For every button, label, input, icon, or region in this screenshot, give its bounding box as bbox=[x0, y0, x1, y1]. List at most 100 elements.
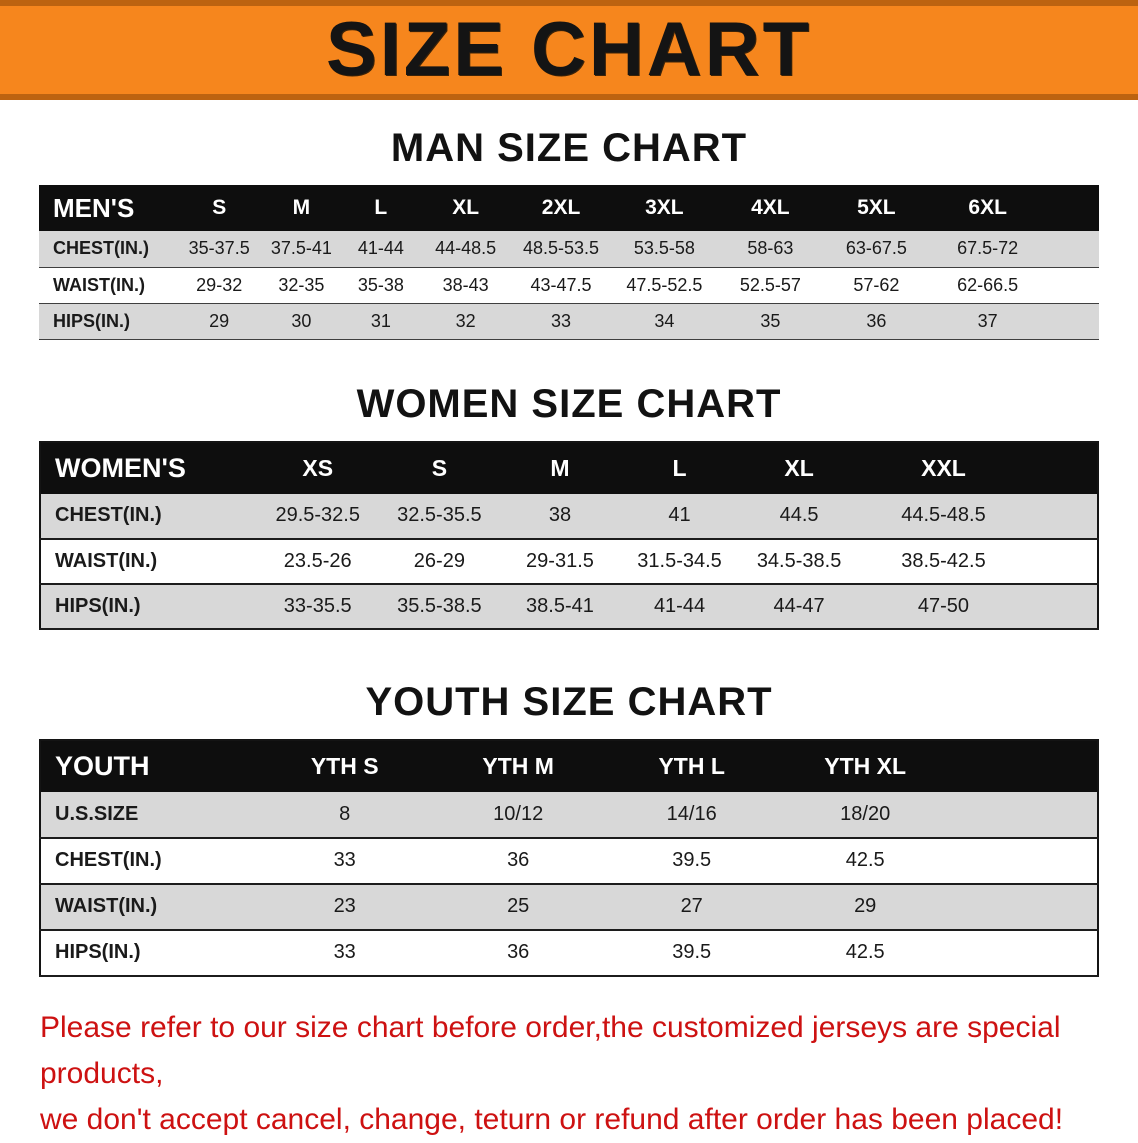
women-header-cell: WOMEN'S bbox=[40, 441, 257, 494]
size-cell: 34 bbox=[611, 303, 718, 340]
row-label: HIPS(IN.) bbox=[40, 929, 258, 977]
filler-cell bbox=[1028, 538, 1098, 585]
row-label: CHEST(IN.) bbox=[39, 231, 177, 268]
size-cell: 48.5-53.5 bbox=[510, 231, 612, 268]
size-cell: 10/12 bbox=[431, 791, 605, 839]
size-cell: 35-38 bbox=[341, 267, 421, 304]
size-cell: 33-35.5 bbox=[256, 583, 379, 630]
banner: SIZE CHART bbox=[0, 0, 1138, 100]
size-cell: 44.5 bbox=[739, 493, 859, 540]
filler-cell bbox=[1045, 231, 1099, 268]
men-section: MAN SIZE CHART MEN'S S M L XL 2XL 3XL 4X… bbox=[0, 126, 1138, 340]
men-header-cell: L bbox=[341, 185, 421, 231]
size-cell: 38-43 bbox=[420, 267, 511, 304]
women-header-cell: L bbox=[619, 441, 740, 494]
size-cell: 25 bbox=[431, 883, 605, 931]
row-label: WAIST(IN.) bbox=[39, 267, 177, 304]
size-cell: 29 bbox=[778, 883, 952, 931]
size-cell: 14/16 bbox=[604, 791, 779, 839]
size-cell: 44.5-48.5 bbox=[858, 493, 1029, 540]
size-cell: 29-31.5 bbox=[500, 538, 620, 585]
size-cell: 36 bbox=[431, 837, 605, 885]
filler-cell bbox=[1045, 185, 1099, 231]
size-cell: 41-44 bbox=[341, 231, 421, 268]
size-cell: 35-37.5 bbox=[176, 231, 262, 268]
size-cell: 37 bbox=[929, 303, 1046, 340]
size-cell: 23.5-26 bbox=[256, 538, 379, 585]
size-cell: 42.5 bbox=[778, 837, 952, 885]
youth-header-cell: YTH L bbox=[604, 739, 779, 792]
order-notice-line: Please refer to our size chart before or… bbox=[40, 1010, 1061, 1090]
women-header-cell: XS bbox=[256, 441, 379, 494]
youth-header-cell: YTH S bbox=[257, 739, 432, 792]
size-cell: 33 bbox=[510, 303, 612, 340]
filler-cell bbox=[951, 791, 1098, 839]
women-heading: WOMEN SIZE CHART bbox=[356, 381, 782, 426]
size-cell: 34.5-38.5 bbox=[739, 538, 859, 585]
page-title: SIZE CHART bbox=[326, 7, 812, 92]
youth-header-cell: YOUTH bbox=[40, 739, 258, 792]
order-notice-line: we don't accept cancel, change, teturn o… bbox=[40, 1102, 1064, 1136]
men-header-cell: MEN'S bbox=[39, 185, 177, 231]
table-row: CHEST(IN.) 29.5-32.5 32.5-35.5 38 41 44.… bbox=[40, 493, 1098, 540]
size-cell: 43-47.5 bbox=[510, 267, 612, 304]
size-cell: 37.5-41 bbox=[261, 231, 342, 268]
size-cell: 38.5-42.5 bbox=[858, 538, 1029, 585]
size-cell: 39.5 bbox=[604, 929, 779, 977]
filler-cell bbox=[1045, 303, 1099, 340]
filler-cell bbox=[1028, 441, 1098, 494]
men-header-cell: 2XL bbox=[510, 185, 612, 231]
women-size-table: WOMEN'S XS S M L XL XXL CHEST(IN.) 29.5-… bbox=[39, 440, 1099, 630]
table-header-row: YOUTH YTH S YTH M YTH L YTH XL bbox=[40, 739, 1098, 792]
size-cell: 47.5-52.5 bbox=[611, 267, 718, 304]
row-label: HIPS(IN.) bbox=[39, 303, 177, 340]
size-cell: 63-67.5 bbox=[823, 231, 930, 268]
men-header-cell: XL bbox=[420, 185, 511, 231]
size-cell: 38.5-41 bbox=[500, 583, 620, 630]
youth-size-table: YOUTH YTH S YTH M YTH L YTH XL U.S.SIZE … bbox=[39, 738, 1099, 977]
size-cell: 58-63 bbox=[717, 231, 824, 268]
filler-cell bbox=[951, 739, 1098, 792]
men-header-cell: 3XL bbox=[611, 185, 718, 231]
size-cell: 41-44 bbox=[619, 583, 740, 630]
size-cell: 39.5 bbox=[604, 837, 779, 885]
size-cell: 33 bbox=[257, 929, 432, 977]
youth-heading: YOUTH SIZE CHART bbox=[365, 679, 773, 724]
row-label: HIPS(IN.) bbox=[40, 583, 257, 630]
table-row: WAIST(IN.) 23.5-26 26-29 29-31.5 31.5-34… bbox=[40, 538, 1098, 585]
size-cell: 57-62 bbox=[823, 267, 930, 304]
size-cell: 67.5-72 bbox=[929, 231, 1046, 268]
size-cell: 18/20 bbox=[778, 791, 952, 839]
size-cell: 26-29 bbox=[378, 538, 501, 585]
row-label: U.S.SIZE bbox=[40, 791, 258, 839]
size-cell: 32 bbox=[420, 303, 511, 340]
filler-cell bbox=[1028, 493, 1098, 540]
men-header-cell: 5XL bbox=[823, 185, 930, 231]
women-header-cell: XXL bbox=[858, 441, 1029, 494]
women-section: WOMEN SIZE CHART WOMEN'S XS S M L XL XXL bbox=[0, 382, 1138, 630]
filler-cell bbox=[951, 929, 1098, 977]
table-row: HIPS(IN.) 33-35.5 35.5-38.5 38.5-41 41-4… bbox=[40, 583, 1098, 630]
table-header-row: MEN'S S M L XL 2XL 3XL 4XL 5XL 6XL bbox=[39, 185, 1099, 231]
table-row: WAIST(IN.) 23 25 27 29 bbox=[40, 883, 1098, 931]
youth-header-cell: YTH M bbox=[431, 739, 605, 792]
row-label: CHEST(IN.) bbox=[40, 493, 257, 540]
men-header-cell: M bbox=[261, 185, 342, 231]
row-label: WAIST(IN.) bbox=[40, 538, 257, 585]
youth-header-cell: YTH XL bbox=[778, 739, 952, 792]
size-cell: 29-32 bbox=[176, 267, 262, 304]
table-header-row: WOMEN'S XS S M L XL XXL bbox=[40, 441, 1098, 494]
size-cell: 35 bbox=[717, 303, 824, 340]
men-heading: MAN SIZE CHART bbox=[390, 126, 748, 170]
size-cell: 29.5-32.5 bbox=[256, 493, 379, 540]
size-cell: 27 bbox=[604, 883, 779, 931]
table-row: WAIST(IN.) 29-32 32-35 35-38 38-43 43-47… bbox=[39, 267, 1099, 304]
size-cell: 32-35 bbox=[261, 267, 342, 304]
size-cell: 36 bbox=[823, 303, 930, 340]
men-header-cell: 4XL bbox=[717, 185, 824, 231]
men-header-cell: S bbox=[176, 185, 262, 231]
table-row: HIPS(IN.) 33 36 39.5 42.5 bbox=[40, 929, 1098, 977]
women-header-cell: M bbox=[500, 441, 620, 494]
men-size-table: MEN'S S M L XL 2XL 3XL 4XL 5XL 6XL CHEST… bbox=[39, 185, 1099, 340]
